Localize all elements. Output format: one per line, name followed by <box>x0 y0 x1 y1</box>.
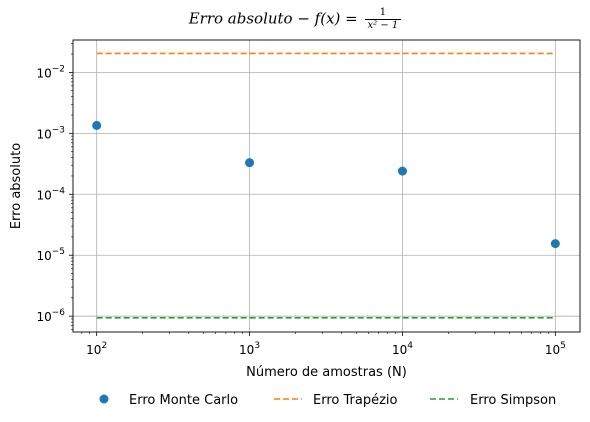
monte-carlo-point <box>92 120 102 130</box>
legend-item: Erro Trapézio <box>274 393 398 408</box>
chart-title: Erro absoluto − f(x) = 1 x² − 1 <box>0 7 590 32</box>
chart-title-fraction: 1 x² − 1 <box>364 7 402 32</box>
grid-lines <box>73 40 580 332</box>
legend-item: Erro Simpson <box>430 393 556 408</box>
x-tick-label: 105 <box>545 341 566 357</box>
legend: Erro Monte Carlo Erro Trapézio Erro Simpso… <box>99 393 556 408</box>
x-tick-label: 104 <box>392 341 413 357</box>
y-tick-label: 10−2 <box>36 64 65 80</box>
chart-title-fraction-numerator: 1 <box>364 7 402 20</box>
legend-item: Erro Monte Carlo <box>99 393 238 408</box>
legend-label: Erro Trapézio <box>313 393 398 408</box>
legend-label: Erro Simpson <box>470 393 556 408</box>
tick-layer: 102 103 104 105 10−6 10−5 10−4 10−3 10−2 <box>36 43 566 357</box>
chart-title-fraction-denominator: x² − 1 <box>367 20 399 31</box>
y-tick-label: 10−3 <box>36 125 65 141</box>
x-tick-label: 102 <box>86 341 107 357</box>
chart-title-prefix: Erro absoluto − f(x) = <box>188 9 358 28</box>
plot-frame <box>72 39 581 333</box>
x-axis-label: Número de amostras (N) <box>246 365 407 380</box>
y-tick-label: 10−6 <box>36 308 65 324</box>
y-axis-label: Erro absoluto <box>9 143 24 229</box>
legend-marker <box>99 394 109 404</box>
y-tick-label: 10−5 <box>36 247 65 263</box>
series-layer <box>92 52 560 319</box>
monte-carlo-point <box>550 239 560 249</box>
monte-carlo-point <box>397 166 407 176</box>
monte-carlo-point <box>245 158 255 168</box>
y-tick-label: 10−4 <box>36 186 65 202</box>
x-tick-label: 103 <box>239 341 260 357</box>
legend-label: Erro Monte Carlo <box>129 393 238 408</box>
